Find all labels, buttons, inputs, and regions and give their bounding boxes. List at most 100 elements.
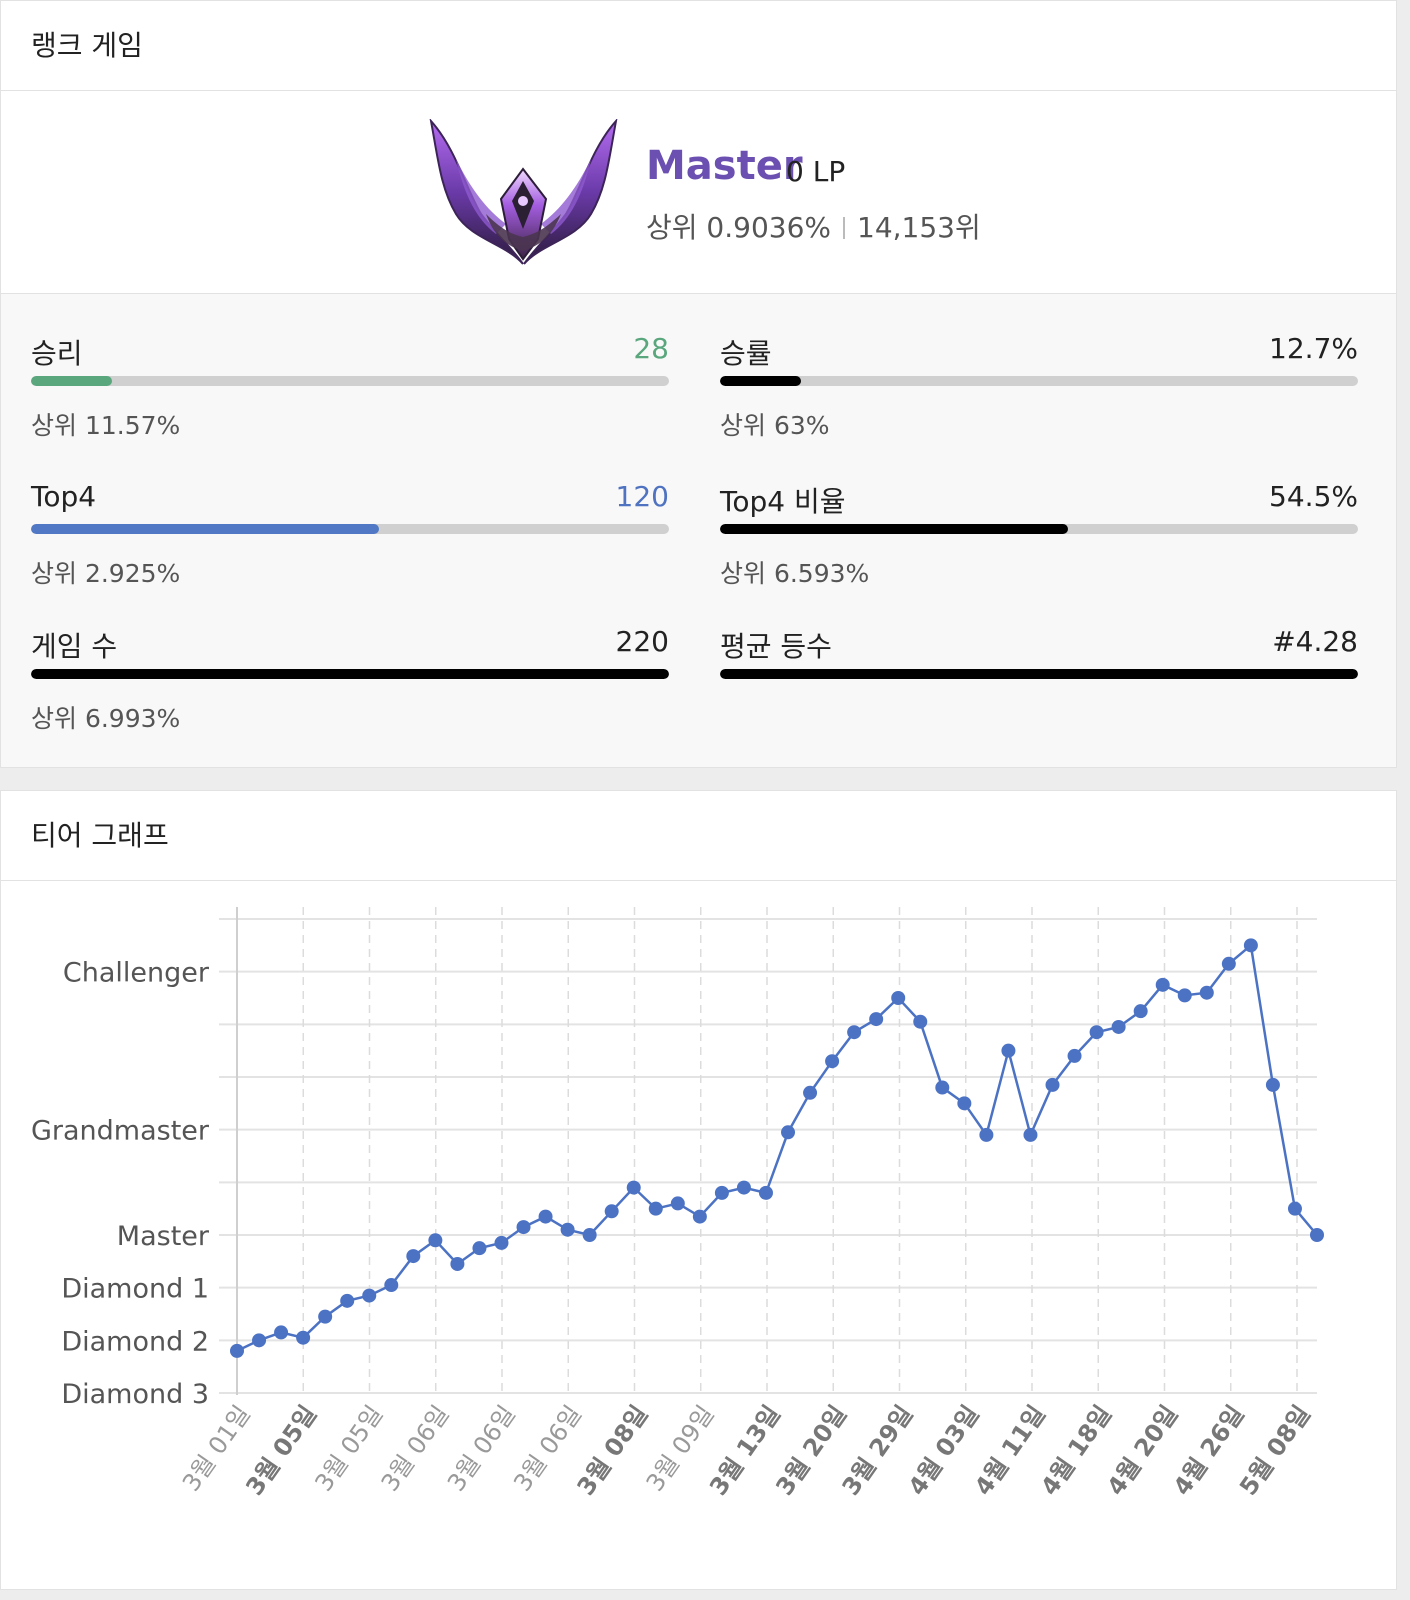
data-point: [494, 1235, 509, 1250]
stat-label: Top4: [31, 480, 97, 513]
data-point: [1287, 1201, 1302, 1216]
data-point: [1265, 1077, 1280, 1092]
data-point: [1089, 1025, 1104, 1040]
data-point: [979, 1127, 994, 1142]
data-point: [1023, 1127, 1038, 1142]
tier-graph-panel: 티어 그래프 Challenger Grandmaster Master Diamon…: [0, 790, 1397, 1590]
data-point: [1045, 1077, 1060, 1092]
data-point: [1310, 1228, 1324, 1242]
tier-position: 14,153위: [857, 211, 981, 244]
master-emblem-icon: [429, 119, 618, 265]
separator: [843, 217, 845, 239]
data-point: [891, 991, 906, 1005]
data-point: [604, 1204, 619, 1219]
data-point: [825, 1054, 840, 1069]
data-point: [692, 1209, 707, 1224]
stat-bar: [31, 669, 669, 679]
data-point: [1243, 938, 1258, 953]
rank-panel-header: 랭크 게임: [1, 1, 1396, 91]
tier-top-percent: 상위 0.9036%: [646, 211, 831, 244]
rank-panel: 랭크 게임 Maste: [0, 0, 1397, 768]
tier-graph-area: Challenger Grandmaster Master Diamond 1 Diam…: [1, 881, 1398, 1589]
data-point: [582, 1228, 597, 1242]
stat-rank: 상위 11.57%: [31, 411, 181, 440]
y-tick-label: Master: [117, 1221, 210, 1252]
data-point: [1199, 985, 1214, 1000]
data-point: [1177, 988, 1192, 1003]
stats-grid: 승리 28 상위 11.57% 승률 12.7% 상위 63% Top4 120…: [1, 294, 1396, 767]
stat-bar-fill: [31, 524, 379, 534]
data-point: [1133, 1004, 1148, 1019]
y-tick-label: Diamond 1: [61, 1274, 209, 1305]
data-point: [1155, 977, 1170, 992]
data-point: [450, 1256, 465, 1271]
data-point: [472, 1241, 487, 1256]
stat-value: 220: [615, 625, 669, 658]
data-point: [252, 1333, 267, 1348]
data-point: [296, 1330, 311, 1345]
data-point: [340, 1293, 355, 1308]
data-point: [626, 1180, 641, 1195]
stat-bar: [31, 524, 669, 534]
y-tick-label: Grandmaster: [31, 1116, 210, 1147]
stat-label: 게임 수: [31, 630, 118, 663]
stat-bar: [720, 669, 1358, 679]
data-point: [538, 1209, 553, 1224]
stat-bar: [31, 376, 669, 386]
stat-value: 54.5%: [1269, 480, 1358, 513]
data-point: [1111, 1019, 1126, 1034]
data-point: [758, 1185, 773, 1200]
stat-bar: [720, 376, 1358, 386]
data-point: [781, 1125, 796, 1140]
y-tick-label: Challenger: [63, 958, 210, 989]
tier-line-chart: Challenger Grandmaster Master Diamond 1 Diam…: [31, 907, 1324, 1501]
stat-label: Top4 비율: [720, 485, 846, 518]
data-point: [847, 1025, 862, 1040]
stat-rank: 상위 2.925%: [31, 559, 181, 588]
stat-bar: [720, 524, 1358, 534]
stat-value: 28: [633, 332, 669, 365]
data-point: [803, 1085, 818, 1100]
data-point: [1221, 956, 1236, 971]
stat-value: #4.28: [1272, 625, 1358, 658]
tier-rank-line: 상위 0.9036% 14,153위: [646, 206, 981, 246]
stat-value: 120: [615, 480, 669, 513]
stat-label: 승리: [31, 337, 83, 370]
stat-value: 12.7%: [1269, 332, 1358, 365]
stat-rank: 상위 6.593%: [720, 559, 870, 588]
data-point: [670, 1196, 685, 1211]
data-point: [230, 1343, 244, 1358]
tier-name: Master: [646, 143, 803, 189]
series-line: [236, 942, 1318, 1352]
data-point: [1067, 1048, 1082, 1063]
data-point: [1001, 1043, 1016, 1058]
stat-label: 승률: [720, 337, 772, 370]
stat-rank: 상위 6.993%: [31, 704, 181, 733]
data-point: [428, 1233, 443, 1248]
data-point: [957, 1096, 972, 1111]
tier-summary: Master 0 LP 상위 0.9036% 14,153위: [1, 91, 1396, 294]
data-point: [362, 1288, 377, 1303]
tier-lp: 0 LP: [786, 155, 846, 188]
stat-bar-fill: [31, 376, 113, 386]
data-point: [318, 1309, 333, 1324]
tier-graph-header: 티어 그래프: [1, 791, 1396, 881]
y-tick-label: Diamond 2: [61, 1326, 209, 1357]
y-tick-label: Diamond 3: [61, 1379, 209, 1410]
stat-bar-fill: [31, 669, 669, 679]
stat-label: 평균 등수: [720, 630, 832, 663]
data-point: [869, 1012, 884, 1027]
data-point: [560, 1222, 575, 1237]
stat-bar-fill: [720, 376, 802, 386]
data-point: [406, 1249, 421, 1264]
stat-bar-fill: [720, 524, 1068, 534]
data-point: [736, 1180, 751, 1195]
data-point: [648, 1201, 663, 1216]
data-point: [516, 1220, 531, 1235]
data-point: [913, 1014, 928, 1029]
stat-bar-fill: [720, 669, 1358, 679]
stat-rank: 상위 63%: [720, 411, 830, 440]
data-point: [384, 1278, 399, 1293]
data-point: [935, 1080, 950, 1095]
data-point: [274, 1325, 289, 1340]
